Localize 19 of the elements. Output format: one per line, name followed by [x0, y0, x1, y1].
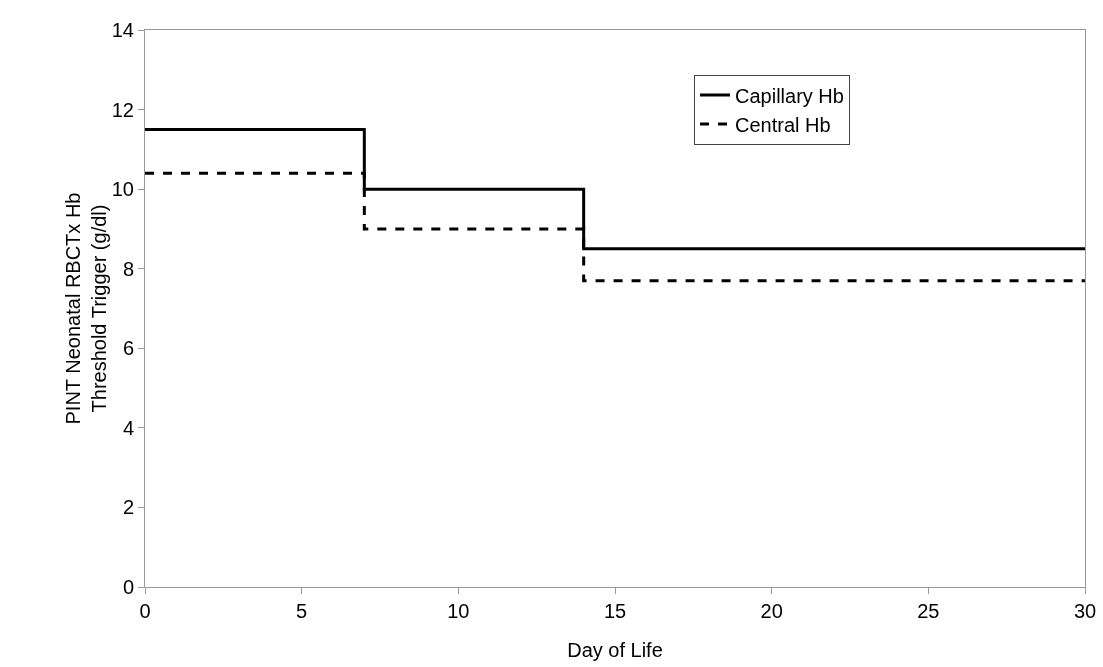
y-tick-label: 6 [122, 337, 134, 360]
y-tick-label: 10 [111, 178, 134, 201]
x-tick-label: 20 [760, 600, 783, 622]
y-axis-title: PINT Neonatal RBCTx Hb Threshold Trigger (g/dl) [61, 192, 110, 425]
x-tick-label: 25 [917, 600, 940, 622]
legend-label: Central Hb [735, 113, 831, 136]
x-tick-label: 0 [139, 600, 151, 622]
y-tick-label: 12 [111, 98, 134, 121]
x-tick-label: 10 [447, 600, 470, 622]
legend-label: Capillary Hb [735, 84, 844, 107]
y-tick-label: 4 [122, 416, 134, 439]
y-tick-label: 2 [122, 496, 134, 519]
x-tick-label: 5 [296, 600, 308, 622]
x-tick-label: 15 [603, 600, 627, 622]
x-tick-label: 30 [1073, 600, 1097, 622]
y-tick-label: 8 [122, 257, 134, 280]
y-tick-label: 0 [122, 576, 134, 598]
y-tick-label: 14 [111, 19, 134, 41]
x-axis-title: Day of Life [567, 639, 663, 661]
